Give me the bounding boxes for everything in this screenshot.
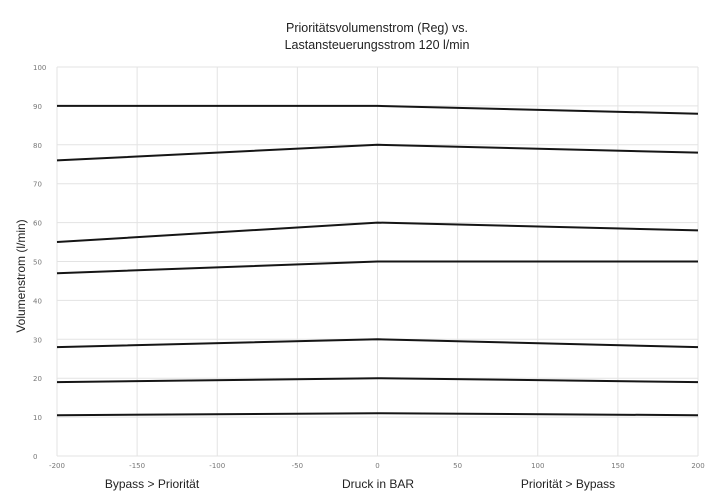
series-lines	[56, 104, 699, 417]
y-tick-label-0: 0	[33, 453, 37, 461]
series-line-1	[57, 104, 699, 115]
x-tick-label-2: -100	[209, 462, 225, 470]
x-tick-label-6: 100	[531, 462, 544, 470]
x-tick-label-7: 150	[611, 462, 624, 470]
series-line-6	[56, 377, 699, 384]
y-tick-label-9: 90	[33, 103, 42, 111]
y-tick-labels: 0 10 20 30 40 50 60 70 80 90 100	[33, 64, 46, 461]
series-line-7	[56, 412, 699, 417]
y-tick-label-4: 40	[33, 297, 42, 305]
series-line-2	[56, 143, 699, 162]
series-line-4	[56, 260, 698, 275]
x-tick-label-5: 50	[453, 462, 462, 470]
y-tick-label-5: 50	[33, 259, 42, 267]
y-tick-label-8: 80	[33, 142, 42, 150]
x-tick-label-4: 0	[375, 462, 379, 470]
y-tick-label-6: 60	[33, 220, 42, 228]
y-axis-label: Volumenstrom (l/min)	[14, 219, 28, 332]
x-tick-labels: -200 -150 -100 -50 0 50 100 150 200	[49, 462, 705, 470]
x-tick-label-8: 200	[691, 462, 704, 470]
series-line-3	[56, 221, 699, 243]
y-tick-label-10: 100	[33, 64, 46, 72]
series-line-5	[56, 338, 699, 349]
x-tick-label-0: -200	[49, 462, 65, 470]
x-axis-label-left: Bypass > Priorität	[105, 477, 200, 491]
chart-title-line-2: Lastansteuerungsstrom 120 l/min	[285, 38, 470, 52]
y-tick-label-2: 20	[33, 375, 42, 383]
x-axis-label: Druck in BAR	[342, 477, 414, 491]
y-tick-label-1: 10	[33, 414, 42, 422]
y-tick-label-7: 70	[33, 181, 42, 189]
x-axis-label-right: Priorität > Bypass	[521, 477, 615, 491]
x-tick-label-1: -150	[129, 462, 145, 470]
chart-title-line-1: Prioritätsvolumenstrom (Reg) vs.	[286, 21, 468, 35]
x-tick-label-3: -50	[292, 462, 303, 470]
y-tick-label-3: 30	[33, 336, 42, 344]
